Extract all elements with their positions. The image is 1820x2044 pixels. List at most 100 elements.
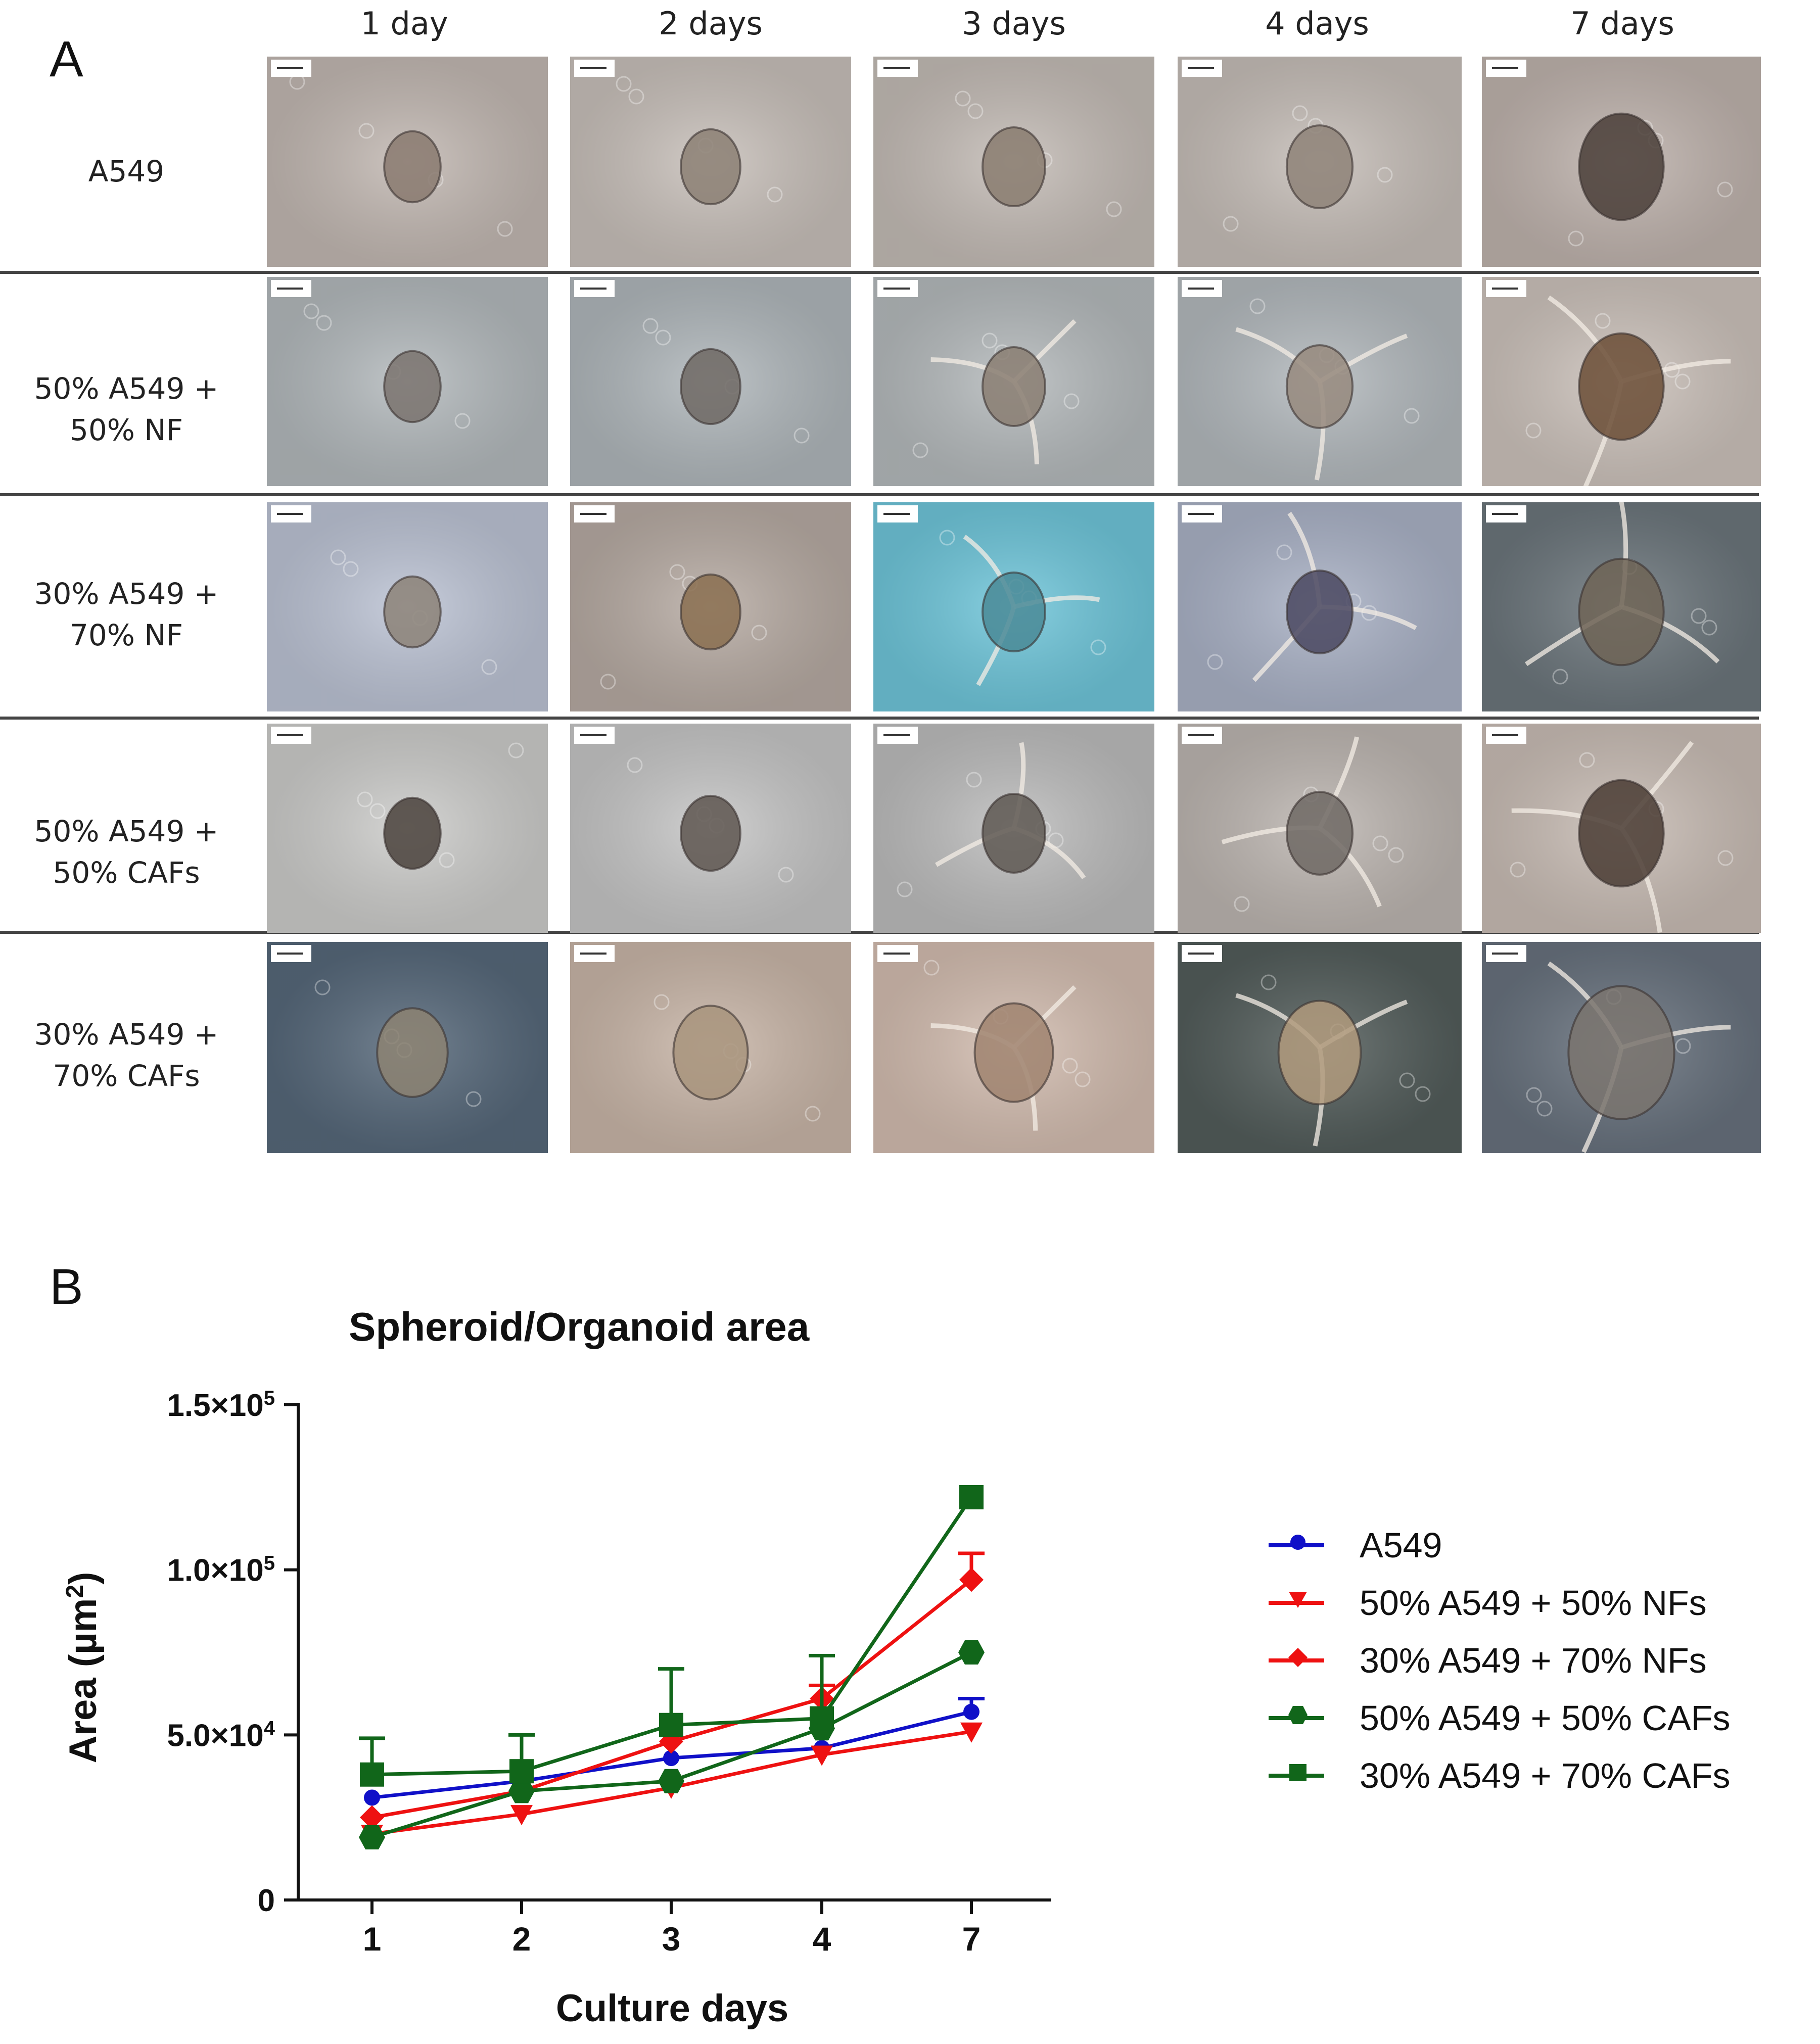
data-point — [509, 1759, 534, 1784]
column-label-day-7: 7 days — [1570, 5, 1674, 42]
spheroid — [1578, 779, 1665, 888]
row-label-30-a549-70-cafs: 30% A549 + 70% CAFs — [20, 1014, 232, 1097]
background-cell — [794, 427, 810, 444]
row-separator — [0, 717, 1759, 720]
background-cell — [1579, 752, 1595, 768]
spheroid — [1578, 112, 1665, 221]
micrograph-image — [873, 57, 1154, 267]
legend-marker-triangle-down-icon — [1289, 1592, 1307, 1608]
background-cell — [439, 852, 455, 868]
spheroid — [1285, 124, 1354, 209]
background-cell — [1568, 230, 1584, 247]
data-point — [359, 1825, 385, 1849]
scale-bar — [1486, 727, 1526, 744]
micrograph-image — [267, 277, 548, 486]
spheroid — [383, 575, 442, 649]
background-cell — [1399, 1072, 1415, 1088]
x-tick-label: 2 — [512, 1920, 531, 1958]
micrograph-tile — [873, 57, 1154, 267]
y-tick-label: 0 — [258, 1883, 275, 1918]
y-axis-label-superscript: 2 — [62, 1585, 88, 1598]
data-point — [364, 1789, 380, 1806]
micrograph-image — [873, 724, 1154, 933]
data-point — [510, 1805, 533, 1826]
spheroid — [672, 1005, 749, 1101]
spheroid — [1578, 557, 1665, 667]
column-label-day-1: 1 day — [360, 5, 448, 42]
spheroid — [982, 572, 1046, 652]
background-cell — [1525, 422, 1542, 439]
chart-series — [359, 1485, 985, 1849]
background-cell — [966, 772, 982, 788]
spheroid — [1567, 985, 1675, 1120]
background-cell — [1717, 181, 1733, 198]
data-point — [811, 1745, 833, 1766]
background-cell — [1106, 201, 1122, 217]
series-4 — [359, 1485, 984, 1787]
background-cell — [912, 442, 928, 458]
micrograph-image — [1482, 277, 1761, 486]
micrograph-tile — [267, 277, 548, 486]
background-cell — [642, 318, 659, 334]
background-cell — [1261, 974, 1277, 990]
micrograph-image — [1482, 942, 1761, 1153]
scale-bar — [1182, 727, 1222, 744]
background-cell — [751, 625, 767, 641]
micrograph-image — [873, 942, 1154, 1153]
line-chart: 0 5.0×104 1.0×105 1.5×105 1 2 3 4 7 Culture days… — [62, 1387, 1051, 2030]
legend-label: 30% A549 + 70% NFs — [1360, 1641, 1707, 1680]
row-label-30-a549-70-nf: 30% A549 + 70% NF — [20, 573, 232, 656]
micrograph-image — [1482, 724, 1761, 933]
micrograph-tile — [1178, 502, 1462, 711]
spheroid — [383, 796, 442, 870]
scale-bar — [877, 60, 918, 77]
micrograph-tile — [570, 57, 851, 267]
row-separator — [0, 493, 1759, 496]
row-label-line: 30% A549 + — [34, 1017, 219, 1052]
row-separator — [0, 271, 1759, 274]
background-cell — [1595, 313, 1611, 329]
micrograph-image — [570, 502, 851, 711]
column-label-day-3: 3 days — [962, 5, 1066, 42]
micrograph-tile — [1482, 724, 1761, 933]
x-tick-label: 7 — [962, 1920, 981, 1958]
legend-marker-circle-icon — [1290, 1535, 1305, 1550]
row-label-50-a549-50-cafs: 50% A549 + 50% CAFs — [20, 811, 232, 893]
micrograph-tile — [1178, 942, 1462, 1153]
data-point — [360, 1762, 384, 1787]
micrograph-image — [1178, 942, 1462, 1153]
scale-bar — [271, 945, 311, 962]
y-tick-label: 5.0×104 — [167, 1717, 275, 1753]
background-cell — [314, 979, 331, 995]
background-cell — [1536, 1101, 1553, 1117]
y-tick-label: 1.5×105 — [167, 1387, 275, 1423]
background-cell — [805, 1106, 821, 1122]
data-point — [508, 1779, 535, 1803]
scale-bar — [1182, 945, 1222, 962]
background-cell — [1552, 669, 1568, 685]
background-cell — [1377, 167, 1393, 183]
column-label-day-2: 2 days — [659, 5, 763, 42]
background-cell — [369, 803, 386, 819]
micrograph-image — [267, 502, 548, 711]
scale-bar — [271, 505, 311, 522]
background-cell — [1292, 105, 1308, 121]
background-cell — [1075, 1071, 1091, 1087]
micrograph-tile — [1482, 942, 1761, 1153]
background-cell — [1674, 373, 1691, 390]
background-cell — [316, 315, 332, 331]
micrograph-image — [873, 277, 1154, 486]
data-point — [963, 1703, 979, 1720]
spheroid — [680, 794, 741, 872]
background-cell — [767, 186, 783, 203]
micrograph-tile — [1178, 724, 1462, 933]
micrograph-tile — [1178, 277, 1462, 486]
micrograph-tile — [873, 942, 1154, 1153]
scale-bar — [877, 727, 918, 744]
background-cell — [655, 329, 671, 346]
background-cell — [982, 332, 998, 349]
background-cell — [1675, 1038, 1691, 1054]
chart-axes: 0 5.0×104 1.0×105 1.5×105 1 2 3 4 7 — [167, 1387, 1051, 1958]
scale-bar — [877, 280, 918, 297]
background-cell — [616, 76, 632, 92]
